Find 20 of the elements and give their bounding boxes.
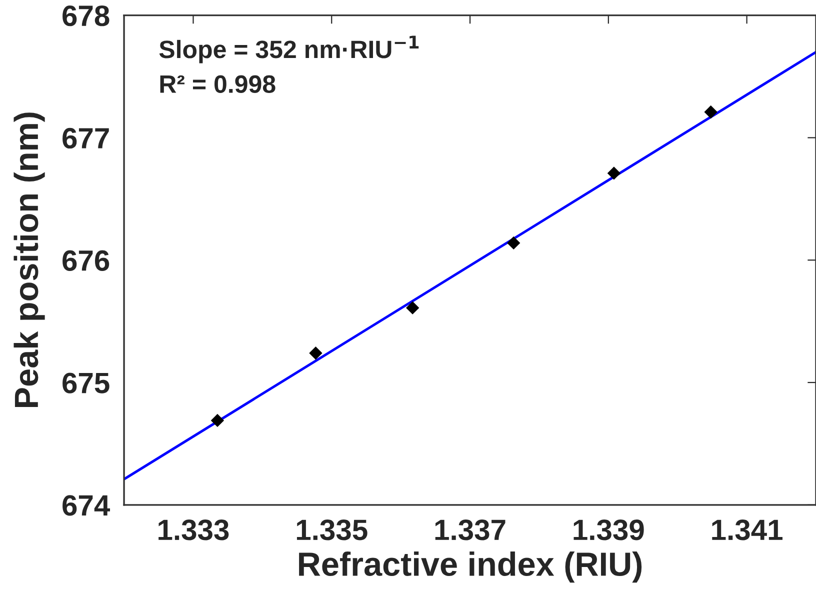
point bbox=[607, 166, 621, 180]
x-tick-label: 1.333 bbox=[158, 520, 229, 540]
y-tick-label: 678 bbox=[62, 6, 110, 26]
y-tick-label: 675 bbox=[62, 372, 110, 394]
point bbox=[210, 414, 224, 428]
x-axis-title: Refractive index (RIU) bbox=[299, 552, 642, 583]
y-axis-title: Peak position (nm) bbox=[14, 112, 45, 407]
point bbox=[406, 301, 420, 314]
point bbox=[507, 236, 520, 250]
x-tick-label: 1.341 bbox=[712, 520, 782, 540]
x-tick-label: 1.335 bbox=[296, 520, 368, 540]
x-tick-label: 1.337 bbox=[435, 520, 506, 540]
y-tick-label: 676 bbox=[62, 250, 110, 271]
point bbox=[309, 346, 322, 360]
point bbox=[704, 105, 718, 119]
y-tick-label: 677 bbox=[62, 128, 109, 149]
annotation: Slope = 352 nm·RIU$^{−1}$ bbox=[159, 36, 419, 64]
annotation: R² = 0.998 bbox=[160, 75, 276, 94]
x-tick-label: 1.339 bbox=[574, 520, 644, 540]
y-tick-label: 674 bbox=[62, 495, 110, 516]
